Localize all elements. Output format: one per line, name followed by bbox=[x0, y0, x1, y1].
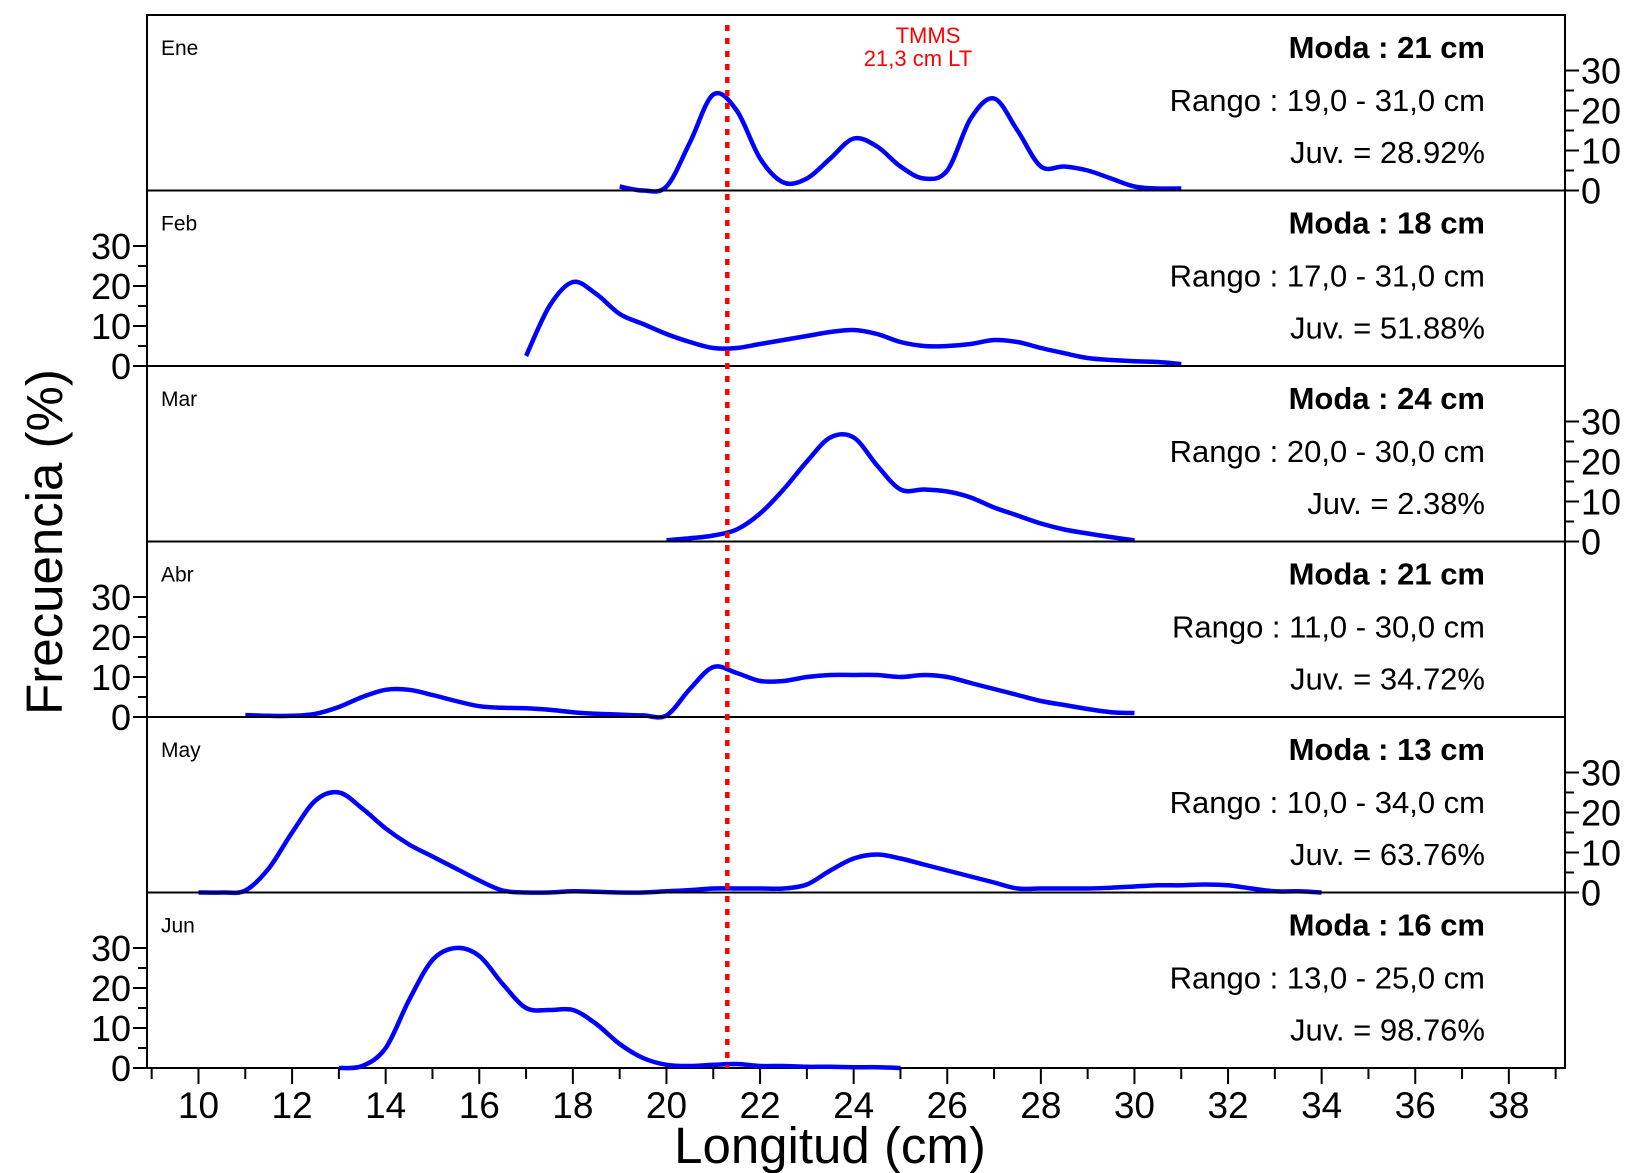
x-tick-label: 22 bbox=[739, 1085, 780, 1126]
x-tick-label: 32 bbox=[1207, 1085, 1248, 1126]
y-tick-label: 30 bbox=[91, 226, 131, 267]
series-line-may bbox=[198, 789, 1322, 896]
juv-label: Juv. = 34.72% bbox=[1290, 662, 1485, 697]
month-label: May bbox=[161, 739, 201, 762]
juv-label: Juv. = 51.88% bbox=[1290, 311, 1485, 346]
x-tick-label: 38 bbox=[1488, 1085, 1529, 1126]
juv-label: Juv. = 28.92% bbox=[1290, 135, 1485, 170]
y-tick-label: 20 bbox=[1581, 442, 1621, 483]
x-tick-label: 18 bbox=[552, 1085, 593, 1126]
x-tick-label: 34 bbox=[1301, 1085, 1342, 1126]
month-label: Mar bbox=[161, 388, 197, 411]
y-tick-label: 30 bbox=[91, 928, 131, 969]
y-tick-label: 20 bbox=[91, 617, 131, 658]
x-tick-label: 28 bbox=[1020, 1085, 1061, 1126]
x-tick-label: 16 bbox=[459, 1085, 500, 1126]
tmms-label: TMMS bbox=[896, 23, 961, 48]
moda-label: Moda : 16 cm bbox=[1289, 908, 1485, 943]
y-tick-label: 20 bbox=[91, 266, 131, 307]
y-tick-label: 20 bbox=[1581, 793, 1621, 834]
y-tick-label: 10 bbox=[91, 1008, 131, 1049]
juv-label: Juv. = 2.38% bbox=[1307, 486, 1485, 521]
rango-label: Rango : 19,0 - 31,0 cm bbox=[1170, 83, 1485, 118]
y-tick-label: 10 bbox=[1581, 833, 1621, 874]
x-tick-label: 20 bbox=[646, 1085, 687, 1126]
y-tick-label: 30 bbox=[1581, 753, 1621, 794]
moda-label: Moda : 24 cm bbox=[1289, 381, 1485, 416]
y-tick-label: 30 bbox=[1581, 402, 1621, 443]
rango-label: Rango : 13,0 - 25,0 cm bbox=[1170, 961, 1485, 996]
series-line-mar bbox=[666, 431, 1135, 543]
rango-label: Rango : 11,0 - 30,0 cm bbox=[1172, 610, 1485, 645]
moda-label: Moda : 21 cm bbox=[1289, 557, 1485, 592]
y-tick-label: 30 bbox=[91, 577, 131, 618]
series-line-abr bbox=[245, 664, 1135, 720]
y-tick-label: 10 bbox=[1581, 482, 1621, 523]
juv-label: Juv. = 63.76% bbox=[1290, 837, 1485, 872]
y-tick-label: 0 bbox=[1581, 522, 1601, 563]
y-axis-title: Frecuencia (%) bbox=[16, 369, 73, 715]
rango-label: Rango : 20,0 - 30,0 cm bbox=[1170, 434, 1485, 469]
moda-label: Moda : 21 cm bbox=[1289, 30, 1485, 65]
month-label: Feb bbox=[161, 213, 197, 236]
x-tick-label: 14 bbox=[365, 1085, 406, 1126]
month-label: Jun bbox=[161, 915, 195, 938]
rango-label: Rango : 10,0 - 34,0 cm bbox=[1170, 785, 1485, 820]
y-tick-label: 0 bbox=[111, 1048, 131, 1089]
series-line-ene bbox=[619, 90, 1182, 194]
y-tick-label: 0 bbox=[111, 697, 131, 738]
x-axis-title: Longitud (cm) bbox=[674, 1117, 986, 1173]
y-tick-label: 10 bbox=[1581, 131, 1621, 172]
x-tick-label: 10 bbox=[178, 1085, 219, 1126]
rango-label: Rango : 17,0 - 31,0 cm bbox=[1170, 259, 1485, 294]
x-tick-label: 36 bbox=[1395, 1085, 1436, 1126]
x-axis: 10 12 14 16 18 20 22 24 26 28 30 32 34 36 38 bbox=[150, 1068, 1557, 1126]
series-line-jun bbox=[338, 945, 901, 1071]
y-tick-label: 0 bbox=[1581, 171, 1601, 212]
juv-label: Juv. = 98.76% bbox=[1290, 1013, 1485, 1048]
y-tick-label: 0 bbox=[1581, 873, 1601, 914]
x-tick-label: 12 bbox=[271, 1085, 312, 1126]
moda-label: Moda : 13 cm bbox=[1289, 732, 1485, 767]
x-tick-label: 24 bbox=[833, 1085, 874, 1126]
tmms-value-label: 21,3 cm LT bbox=[864, 46, 972, 71]
y-tick-label: 10 bbox=[91, 657, 131, 698]
month-label: Ene bbox=[161, 37, 198, 60]
y-tick-label: 0 bbox=[111, 346, 131, 387]
y-tick-label: 10 bbox=[91, 306, 131, 347]
series-line-feb bbox=[524, 279, 1182, 367]
y-tick-label: 20 bbox=[1581, 91, 1621, 132]
x-tick-label: 30 bbox=[1114, 1085, 1155, 1126]
month-label: Abr bbox=[161, 564, 194, 587]
x-tick-label: 26 bbox=[927, 1085, 968, 1126]
y-tick-label: 30 bbox=[1581, 51, 1621, 92]
y-tick-label: 20 bbox=[91, 968, 131, 1009]
moda-label: Moda : 18 cm bbox=[1289, 206, 1485, 241]
